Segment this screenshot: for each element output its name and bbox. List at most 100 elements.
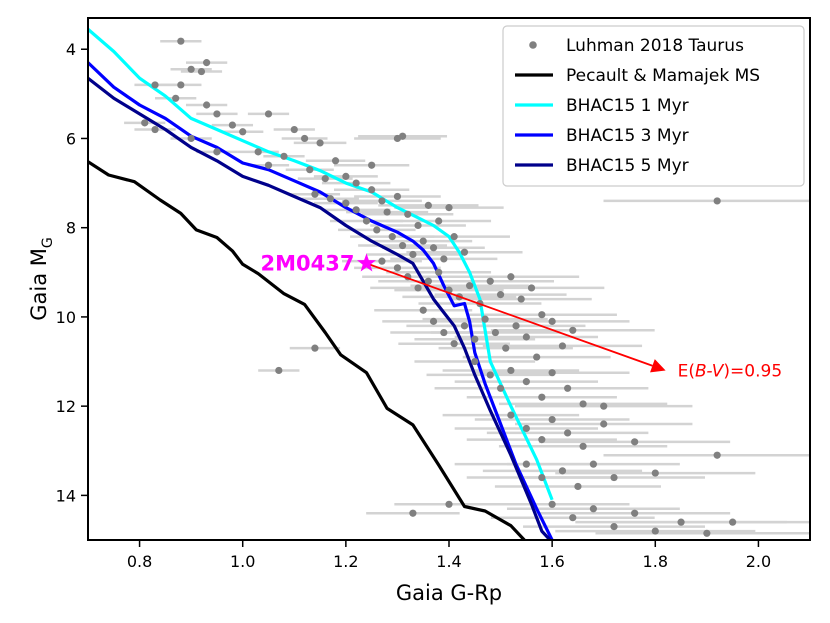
- data-point: [564, 384, 572, 392]
- x-tick-label: 1.2: [333, 552, 358, 571]
- data-point: [486, 277, 494, 285]
- x-tick-label: 1.0: [230, 552, 255, 571]
- data-point: [368, 161, 376, 169]
- data-point: [651, 469, 659, 477]
- x-tick-label: 0.8: [127, 552, 152, 571]
- legend-label: BHAC15 3 Myr: [566, 126, 689, 146]
- data-point: [548, 317, 556, 325]
- data-point: [177, 37, 185, 45]
- data-point: [435, 217, 443, 225]
- data-point: [502, 344, 510, 352]
- data-point: [517, 295, 525, 303]
- data-point: [404, 210, 412, 218]
- data-point: [574, 482, 582, 491]
- data-point: [378, 197, 386, 205]
- data-point: [197, 67, 206, 76]
- data-point: [352, 206, 360, 214]
- data-point: [280, 152, 288, 160]
- y-tick-label: 10: [56, 308, 76, 327]
- data-point: [264, 110, 273, 118]
- data-point: [414, 284, 422, 292]
- data-point: [398, 241, 407, 250]
- data-point: [424, 201, 432, 209]
- series-line-bhac15-3-myr: [88, 61, 554, 540]
- data-point: [471, 335, 479, 343]
- data-point: [579, 400, 587, 408]
- data-point: [326, 195, 334, 203]
- data-point: [600, 420, 608, 428]
- reddening-arrow-head: [650, 359, 666, 373]
- data-point: [352, 179, 360, 187]
- data-point: [419, 306, 427, 314]
- data-point: [228, 121, 236, 129]
- data-point: [450, 233, 458, 241]
- target-star-marker: [357, 253, 376, 272]
- y-axis: 4 6 8 10 12 14: [56, 40, 88, 505]
- data-point: [213, 110, 221, 118]
- data-point: [187, 134, 195, 143]
- data-point: [378, 257, 386, 265]
- x-axis-label: Gaia G-Rp: [396, 581, 502, 605]
- data-point: [445, 500, 453, 508]
- data-point: [429, 317, 438, 325]
- data-point: [383, 208, 391, 216]
- y-tick-label: 12: [56, 397, 76, 416]
- legend-label: BHAC15 5 Myr: [566, 156, 689, 176]
- series-line-bhac15-5-myr: [88, 76, 553, 540]
- data-point: [342, 199, 350, 207]
- data-point: [440, 328, 448, 337]
- data-point: [203, 59, 211, 67]
- data-point: [239, 128, 247, 136]
- data-point: [311, 190, 319, 198]
- legend-label: Luhman 2018 Taurus: [566, 36, 744, 56]
- data-point: [548, 500, 556, 508]
- data-point: [254, 148, 262, 156]
- data-point: [460, 322, 469, 330]
- data-point: [316, 139, 324, 147]
- reddening-label-suffix: )=0.95: [723, 361, 782, 381]
- reddening-label-prefix: E(: [678, 361, 695, 381]
- data-point: [512, 322, 520, 330]
- data-point: [445, 204, 453, 212]
- data-point: [368, 186, 376, 194]
- data-point: [311, 344, 319, 352]
- target-star-label: 2M0437: [261, 251, 355, 275]
- data-point: [466, 282, 474, 290]
- data-point: [321, 175, 329, 183]
- y-axis-label-sub: G: [40, 237, 56, 248]
- data-point: [610, 473, 618, 482]
- series-line-pecault-mamajek-ms: [88, 160, 527, 540]
- data-point: [713, 451, 721, 459]
- data-point: [290, 125, 298, 134]
- data-point: [651, 527, 659, 535]
- data-point: [496, 384, 505, 392]
- data-point: [558, 342, 567, 350]
- data-point: [450, 340, 458, 348]
- data-point: [306, 166, 314, 174]
- data-point: [187, 65, 195, 73]
- data-point: [538, 311, 546, 319]
- data-point: [486, 371, 494, 379]
- data-point: [460, 248, 469, 256]
- data-point: [631, 438, 639, 446]
- data-point: [558, 467, 567, 475]
- y-axis-label: Gaia MG: [27, 237, 56, 321]
- y-tick-label: 4: [66, 40, 76, 59]
- annotations-layer: E(B-V)=0.95 2M0437: [261, 251, 783, 381]
- legend-label: BHAC15 1 Myr: [566, 96, 689, 116]
- data-point: [522, 424, 530, 433]
- data-point: [507, 366, 515, 375]
- data-point: [393, 264, 402, 272]
- data-point: [213, 148, 221, 156]
- legend-box: [502, 25, 805, 187]
- data-points-layer: [141, 37, 737, 537]
- x-tick-label: 1.4: [436, 552, 461, 571]
- legend-marker: [529, 41, 537, 49]
- legend-label: Pecault & Mamajek MS: [566, 66, 760, 86]
- data-point: [538, 436, 546, 444]
- x-axis: 0.8 1.0 1.2 1.4 1.6 1.8 2.0: [127, 540, 771, 571]
- data-point: [481, 315, 489, 323]
- data-point: [471, 357, 479, 366]
- data-point: [491, 328, 500, 337]
- data-point: [424, 277, 432, 285]
